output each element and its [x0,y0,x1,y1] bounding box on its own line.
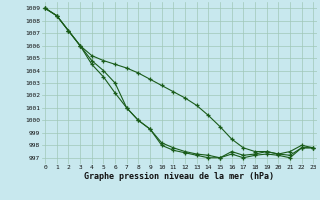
X-axis label: Graphe pression niveau de la mer (hPa): Graphe pression niveau de la mer (hPa) [84,172,274,181]
